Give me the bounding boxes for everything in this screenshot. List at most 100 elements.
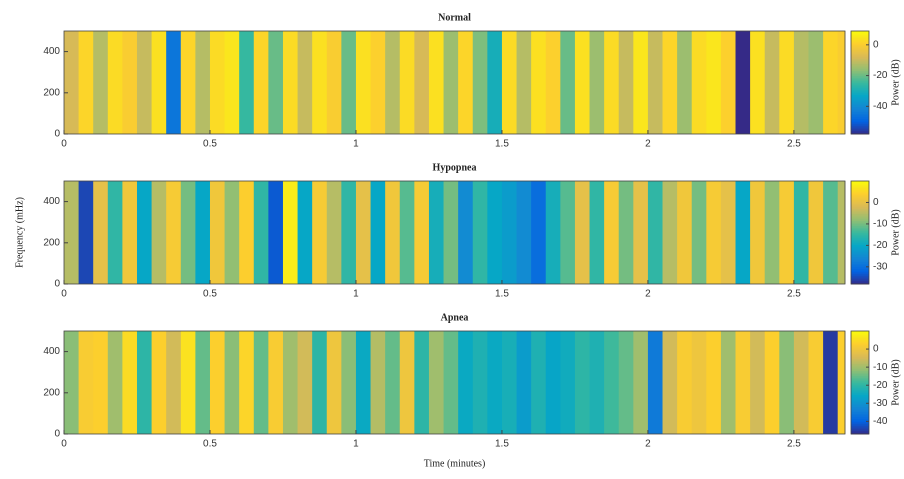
colorbar-cell <box>851 187 869 191</box>
colorbar-cell <box>851 79 869 82</box>
colorbar-cell <box>851 51 869 54</box>
stripe <box>253 181 269 284</box>
colorbar-cell <box>851 430 869 433</box>
colorbar-tick-label: 0 <box>873 39 879 50</box>
x-axis-label: Time (minutes) <box>424 458 486 469</box>
stripe <box>93 331 109 434</box>
stripe <box>297 31 313 134</box>
stripe <box>355 181 371 284</box>
colorbar-tick-label: -10 <box>873 219 888 230</box>
stripe <box>837 181 846 284</box>
colorbar-cell <box>851 244 869 247</box>
colorbar-cell <box>851 275 869 278</box>
stripe <box>735 331 751 434</box>
y-tick-label: 400 <box>43 196 60 207</box>
colorbar-cell <box>851 278 869 282</box>
y-tick-label: 400 <box>43 46 60 57</box>
colorbar-cell <box>851 360 869 363</box>
stripe <box>793 331 809 434</box>
colorbar-cell <box>851 70 869 73</box>
stripe <box>93 181 109 284</box>
stripe <box>78 331 94 434</box>
colorbar-cell <box>851 60 869 63</box>
stripe <box>545 331 561 434</box>
colorbar-cell <box>851 220 869 223</box>
colorbar-cell <box>851 421 869 425</box>
colorbar-cell <box>851 116 869 120</box>
x-tick-label: 0 <box>61 439 67 450</box>
colorbar-cell <box>851 32 869 35</box>
x-tick-label: 1.5 <box>495 139 509 150</box>
stripe <box>209 181 225 284</box>
x-tick-label: 0 <box>61 289 67 300</box>
stripe <box>312 181 328 284</box>
stripe <box>312 331 328 434</box>
colorbar-cell <box>851 379 869 382</box>
stripe <box>282 331 298 434</box>
stripe <box>355 31 371 134</box>
stripe <box>823 331 839 434</box>
stripe <box>706 181 722 284</box>
colorbar-cell <box>851 125 869 128</box>
colorbar-cell <box>851 61 869 65</box>
stripe <box>195 181 211 284</box>
colorbar-cell <box>851 130 869 133</box>
colorbar-cell <box>851 254 869 258</box>
colorbar-cell <box>851 355 869 358</box>
stripe <box>239 181 255 284</box>
colorbar-cell <box>851 65 869 68</box>
colorbar-cell <box>851 397 869 401</box>
colorbar-cell <box>851 63 869 66</box>
stripe <box>326 181 342 284</box>
stripe <box>633 181 649 284</box>
stripe <box>195 31 211 134</box>
colorbar-cell <box>851 206 869 209</box>
colorbar-tick-label: -20 <box>873 240 888 251</box>
stripe <box>589 31 605 134</box>
colorbar-cell <box>851 201 869 204</box>
stripe <box>370 331 386 434</box>
colorbar-cell <box>851 104 869 108</box>
stripe <box>560 181 576 284</box>
colorbar-cell <box>851 377 869 380</box>
stripe <box>224 31 240 134</box>
colorbar-tick-label: -30 <box>873 261 888 272</box>
stripe <box>414 331 430 434</box>
x-tick-label: 2.5 <box>787 439 801 450</box>
stripe <box>370 181 386 284</box>
colorbar-cell <box>851 365 869 368</box>
colorbar-cell <box>851 401 869 404</box>
stripe <box>209 31 225 134</box>
colorbar-cell <box>851 358 869 361</box>
colorbar-cell <box>851 182 869 185</box>
stripe <box>268 331 284 434</box>
stripe <box>472 31 488 134</box>
stripe <box>837 31 846 134</box>
colorbar-cell <box>851 432 869 435</box>
colorbar-cell <box>851 234 869 237</box>
colorbar-cell <box>851 34 869 37</box>
colorbar-cell <box>851 406 869 409</box>
colorbar-cell <box>851 196 869 199</box>
stripe <box>107 331 123 434</box>
colorbar-cell <box>851 331 869 334</box>
colorbar-cell <box>851 73 869 77</box>
stripe <box>268 31 284 134</box>
colorbar-cell <box>851 92 869 96</box>
stripe <box>64 331 79 434</box>
stripe <box>326 31 342 134</box>
stripe <box>282 31 298 134</box>
colorbar-tick-label: -40 <box>873 101 888 112</box>
stripe <box>604 181 620 284</box>
stripe <box>136 331 152 434</box>
colorbar-cell <box>851 53 869 56</box>
colorbar-cell <box>851 84 869 87</box>
stripe <box>78 31 94 134</box>
colorbar-cell <box>851 77 869 80</box>
colorbar-cell <box>851 372 869 375</box>
colorbar-cell <box>851 36 869 39</box>
stripe <box>604 31 620 134</box>
colorbar-cell <box>851 44 869 47</box>
colorbar-cell <box>851 87 869 90</box>
colorbar-tick-label: -30 <box>873 398 888 409</box>
